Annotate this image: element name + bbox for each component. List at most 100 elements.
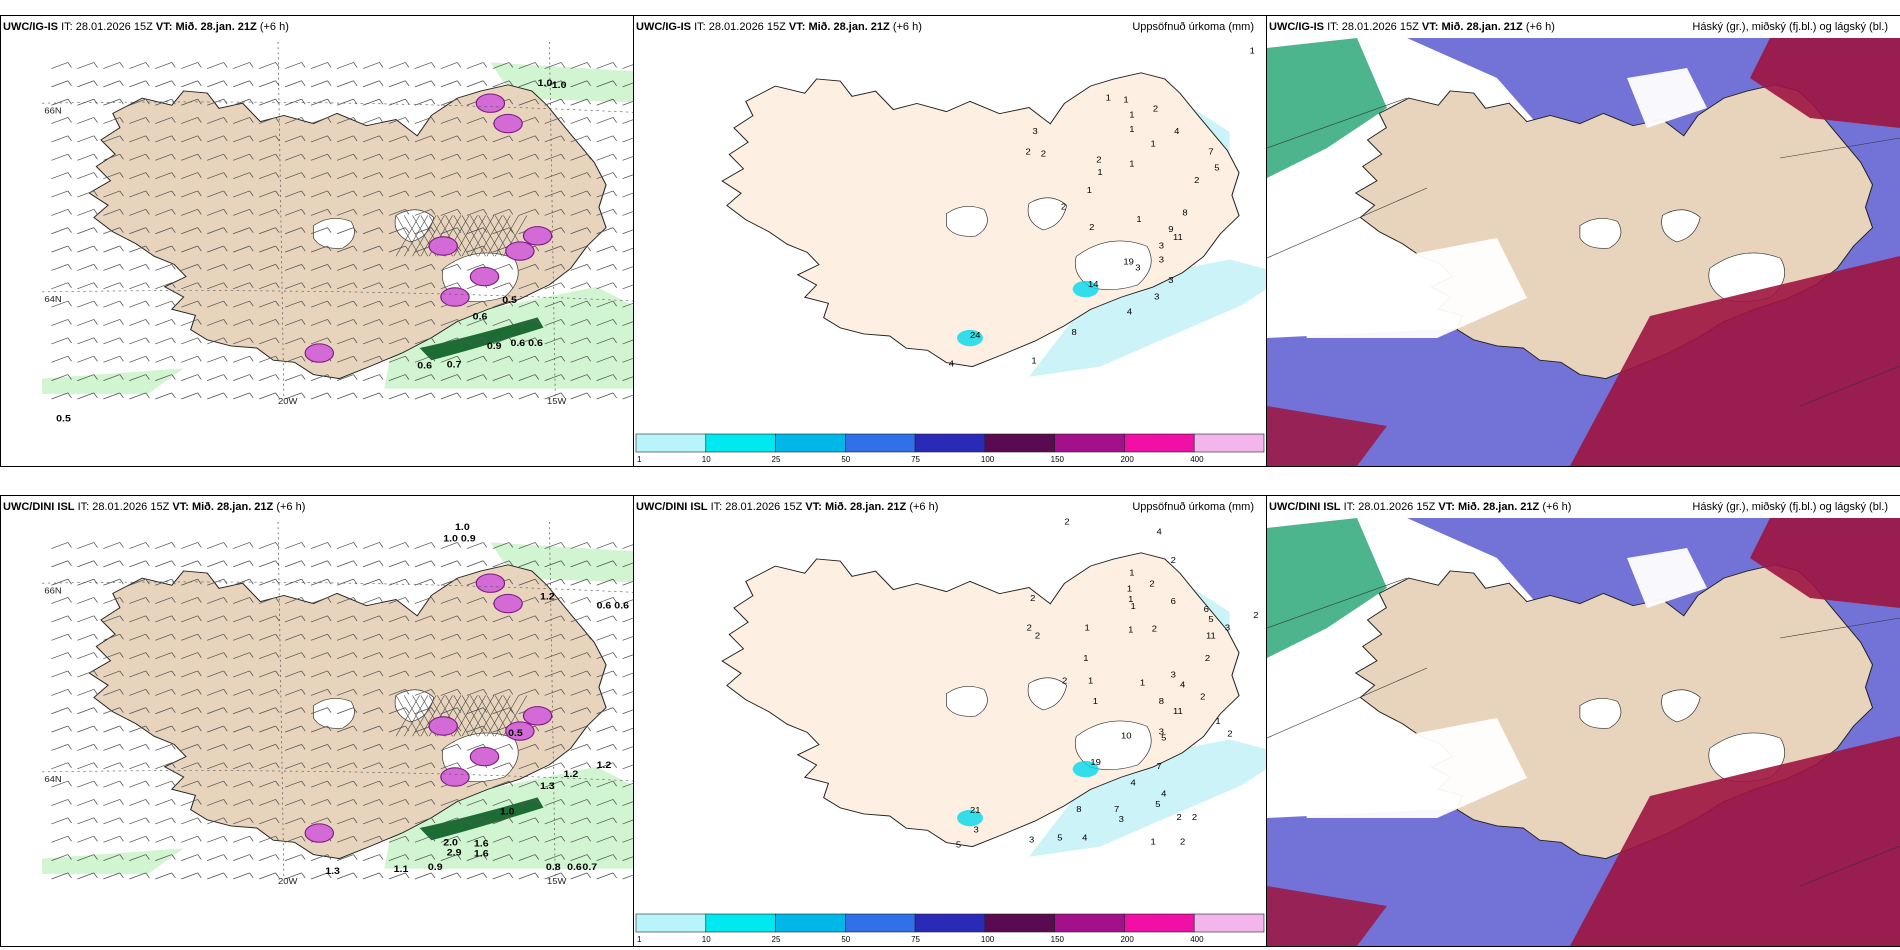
wind-value-label: 0.7 [447, 360, 462, 370]
lon-20-label: 20W [278, 397, 298, 406]
precip-value-label: 1 [1215, 717, 1220, 726]
clear-sky-gap [1627, 548, 1707, 608]
wind-value-label: 0.9 [461, 534, 476, 544]
wind-value-label: 1.2 [540, 592, 555, 602]
valid-label: VT: [1421, 21, 1439, 33]
precip-value-label: 4 [1127, 307, 1132, 316]
precip-value-label: 6 [1171, 596, 1176, 605]
colorbar-swatch [1124, 913, 1195, 933]
heavy-precip-area [1072, 760, 1099, 778]
precip-value-label: 4 [1180, 680, 1185, 689]
panel-model: UWC/IG-IS [3, 21, 58, 33]
colorbar-tick-label: 150 [1051, 935, 1065, 944]
precip-value-label: 2 [1171, 556, 1176, 565]
precip-value-label: 11 [1206, 631, 1216, 640]
precip-cell [469, 266, 500, 287]
precip-value-label: 2 [1177, 813, 1182, 822]
map-boundary-lines [1267, 97, 1900, 407]
precip-value-label: 2 [1192, 813, 1197, 822]
lead-time: (+6 h) [1542, 501, 1572, 513]
wind-value-label: 1.0 [443, 534, 458, 544]
colorbar-tick-label: 1 [637, 935, 642, 944]
wind-value-label: 0.5 [502, 296, 517, 306]
low-cloud-area [1267, 38, 1387, 178]
panel-ig-cloud: UWC/IG-IS IT: 28.01.2026 15Z VT: Mið. 28… [1266, 15, 1900, 467]
panel-field-title: Háský (gr.), miðský (fj.bl.) og lágský (… [1692, 501, 1888, 513]
map-canvas [1267, 518, 1900, 946]
panel-dini-cloud: UWC/DINI ISL IT: 28.01.2026 15Z VT: Mið.… [1266, 495, 1900, 947]
precip-value-label: 1 [1151, 139, 1156, 148]
wind-value-label: 1.0 [552, 81, 567, 91]
wind-value-label: 0.7 [582, 862, 597, 872]
precip-value-label: 2 [1027, 623, 1032, 632]
glacier-outline [313, 217, 355, 249]
wind-value-label: 1.2 [564, 770, 579, 780]
precip-value-label: 1 [1097, 167, 1102, 176]
colorbar-swatch [775, 913, 846, 933]
precip-cell [440, 767, 470, 787]
precip-value-label: 11 [1173, 233, 1183, 242]
high-cloud-area [1570, 736, 1900, 946]
precip-value-label: 3 [1159, 255, 1164, 264]
precip-value-label: 3 [1154, 292, 1159, 301]
wind-value-label: 0.6 [417, 361, 432, 371]
precip-cell [475, 573, 506, 593]
valid-time: Mið. 28.jan. 21Z [1457, 501, 1540, 513]
glacier-outline [1661, 689, 1701, 723]
precip-cell [522, 706, 553, 726]
panel-model: UWC/DINI ISL [636, 501, 708, 513]
precip-value-label: 1 [1093, 696, 1098, 705]
lon-15-label: 15W [547, 397, 567, 406]
glacier-outline [946, 205, 988, 237]
precip-value-label: 1 [1088, 518, 1093, 519]
precip-value-label: 2 [1025, 147, 1030, 156]
issue-label: IT: [1327, 21, 1339, 33]
panel-header: UWC/IG-IS IT: 28.01.2026 15Z VT: Mið. 28… [1, 16, 633, 38]
precip-value-label: 3 [1171, 670, 1176, 679]
precip-shading [1029, 739, 1266, 857]
colorbar-swatch [914, 433, 986, 453]
precip-value-label: 19 [1090, 758, 1101, 767]
precip-value-label: 4 [949, 359, 954, 368]
lat-lon-grid [41, 41, 633, 400]
wind-value-label: 0.5 [508, 729, 523, 739]
glacier-outline [1579, 697, 1622, 729]
wind-speed-shading [42, 848, 184, 874]
precip-cell [475, 93, 506, 113]
panel-header: UWC/DINI ISL IT: 28.01.2026 15Z VT: Mið.… [1, 496, 633, 518]
wind-value-label: 0.6 [510, 339, 525, 349]
lead-time: (+6 h) [909, 501, 939, 513]
wind-speed-shading [42, 368, 184, 394]
colorbar-swatch [1054, 433, 1125, 453]
valid-time: Mið. 28.jan. 21Z [175, 21, 257, 33]
panel-model: UWC/DINI ISL [3, 501, 75, 513]
lat-lon-grid [41, 521, 633, 880]
precip-value-label: 4 [1082, 833, 1087, 842]
colorbar-swatch [705, 913, 776, 933]
precip-value-label: 8 [1159, 696, 1164, 705]
precip-value-label: 3 [1168, 276, 1173, 285]
precip-value-label: 6 [1204, 605, 1209, 614]
precip-value-label: 14 [1088, 280, 1099, 289]
lon-20-label: 20W [278, 877, 298, 886]
precip-value-label: 5 [1208, 615, 1213, 624]
wind-value-label: 1.1 [394, 864, 409, 874]
precip-value-label: 8 [1076, 805, 1081, 814]
valid-time: Mið. 28.jan. 21Z [1441, 21, 1523, 33]
precip-value-label: 3 [1159, 241, 1164, 250]
precip-value-label: 2 [1149, 579, 1154, 588]
precip-value-label: 2 [1180, 837, 1185, 846]
clear-sky-gap [1627, 68, 1707, 128]
colorbar-tick-label: 1 [637, 455, 642, 464]
wind-value-label: 2.0 [443, 838, 458, 848]
colorbar-swatch [705, 433, 776, 453]
precip-value-label: 1 [1127, 584, 1132, 593]
glacier-outline [1661, 209, 1701, 243]
precip-value-label: 2 [1253, 611, 1258, 620]
lat-64-label: 64N [44, 295, 61, 304]
precip-value-label: 7 [1156, 762, 1161, 771]
precip-value-label: 3 [1033, 127, 1038, 136]
colorbar-tick-label: 200 [1120, 455, 1134, 464]
